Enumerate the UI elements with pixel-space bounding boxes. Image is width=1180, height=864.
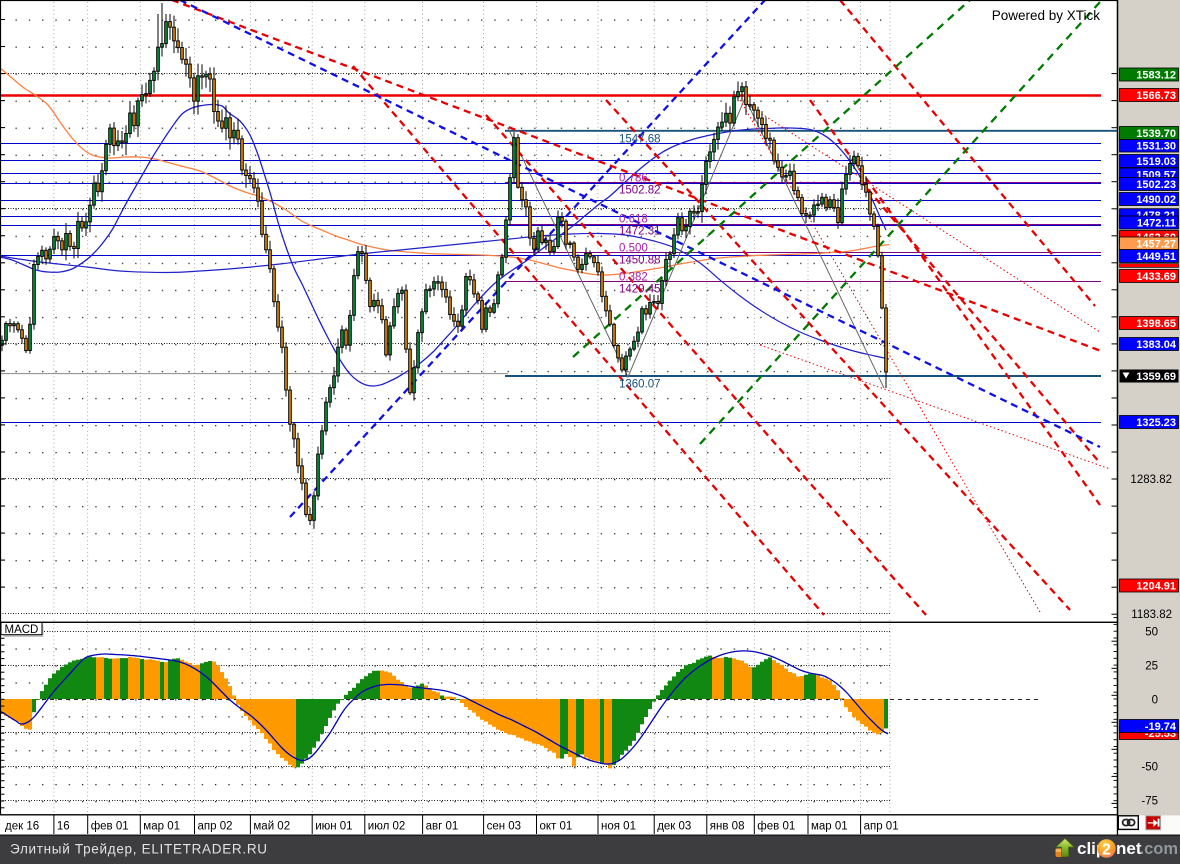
svg-text:дек 03: дек 03: [657, 821, 691, 833]
svg-text:MACD: MACD: [5, 624, 39, 636]
svg-text:сен 03: сен 03: [487, 821, 521, 833]
svg-text:1490.02: 1490.02: [1136, 194, 1176, 206]
svg-text:2: 2: [1102, 842, 1111, 859]
svg-text:25: 25: [1145, 661, 1158, 673]
svg-text:окт 01: окт 01: [540, 821, 573, 833]
svg-text:1531.30: 1531.30: [1136, 141, 1176, 153]
svg-text:мар 01: мар 01: [811, 821, 848, 833]
svg-text:1183.82: 1183.82: [1131, 609, 1172, 621]
svg-text:0.500: 0.500: [619, 243, 648, 255]
svg-text:июл 02: июл 02: [368, 821, 406, 833]
svg-text:ноя 01: ноя 01: [601, 821, 636, 833]
svg-text:1204.91: 1204.91: [1136, 581, 1176, 593]
svg-text:.com: .com: [1140, 840, 1179, 858]
svg-text:1450.88: 1450.88: [619, 255, 661, 267]
svg-text:1502.82: 1502.82: [619, 185, 661, 197]
svg-text:фев 01: фев 01: [757, 821, 795, 833]
svg-text:1360.07: 1360.07: [619, 379, 661, 391]
svg-text:1433.69: 1433.69: [1136, 271, 1176, 283]
svg-text:-50: -50: [1141, 762, 1158, 774]
svg-text:1472.11: 1472.11: [1137, 218, 1176, 230]
svg-text:50: 50: [1145, 627, 1158, 639]
svg-text:-75: -75: [1141, 796, 1158, 808]
svg-text:1502.23: 1502.23: [1136, 179, 1176, 191]
svg-text:май 02: май 02: [253, 821, 290, 833]
svg-text:дек 16: дек 16: [5, 821, 39, 833]
svg-text:0.786: 0.786: [619, 173, 648, 185]
svg-text:1547.68: 1547.68: [619, 134, 661, 146]
svg-text:фев 01: фев 01: [91, 821, 129, 833]
svg-text:Элитный Трейдер, ELITETRADER.R: Элитный Трейдер, ELITETRADER.RU: [10, 842, 268, 857]
svg-text:16: 16: [57, 821, 70, 833]
svg-text:1325.23: 1325.23: [1136, 417, 1176, 429]
svg-text:апр 01: апр 01: [864, 821, 899, 833]
svg-text:net: net: [1116, 839, 1142, 858]
svg-text:1359.69: 1359.69: [1136, 371, 1176, 383]
svg-text:июн 01: июн 01: [315, 821, 352, 833]
svg-text:0: 0: [1152, 695, 1158, 707]
svg-text:-19.74: -19.74: [1145, 721, 1177, 733]
svg-text:янв 08: янв 08: [710, 821, 745, 833]
svg-text:апр 02: апр 02: [198, 821, 233, 833]
svg-text:1449.51: 1449.51: [1136, 251, 1176, 263]
svg-text:1398.65: 1398.65: [1136, 318, 1176, 330]
svg-text:1583.12: 1583.12: [1136, 70, 1176, 82]
svg-text:1283.82: 1283.82: [1130, 474, 1172, 486]
svg-text:Powered by XTick: Powered by XTick: [992, 8, 1101, 23]
svg-text:0.382: 0.382: [619, 272, 648, 284]
svg-text:1429.45: 1429.45: [619, 284, 661, 296]
svg-text:1383.04: 1383.04: [1136, 339, 1177, 351]
svg-text:1566.73: 1566.73: [1136, 90, 1176, 102]
svg-text:1472.31: 1472.31: [619, 226, 661, 238]
svg-text:1457.27: 1457.27: [1136, 239, 1176, 251]
svg-text:0.618: 0.618: [619, 214, 648, 226]
svg-text:1539.70: 1539.70: [1136, 128, 1176, 140]
svg-text:мар 01: мар 01: [143, 821, 180, 833]
svg-text:авг 01: авг 01: [426, 821, 459, 833]
svg-text:1519.03: 1519.03: [1136, 156, 1176, 168]
